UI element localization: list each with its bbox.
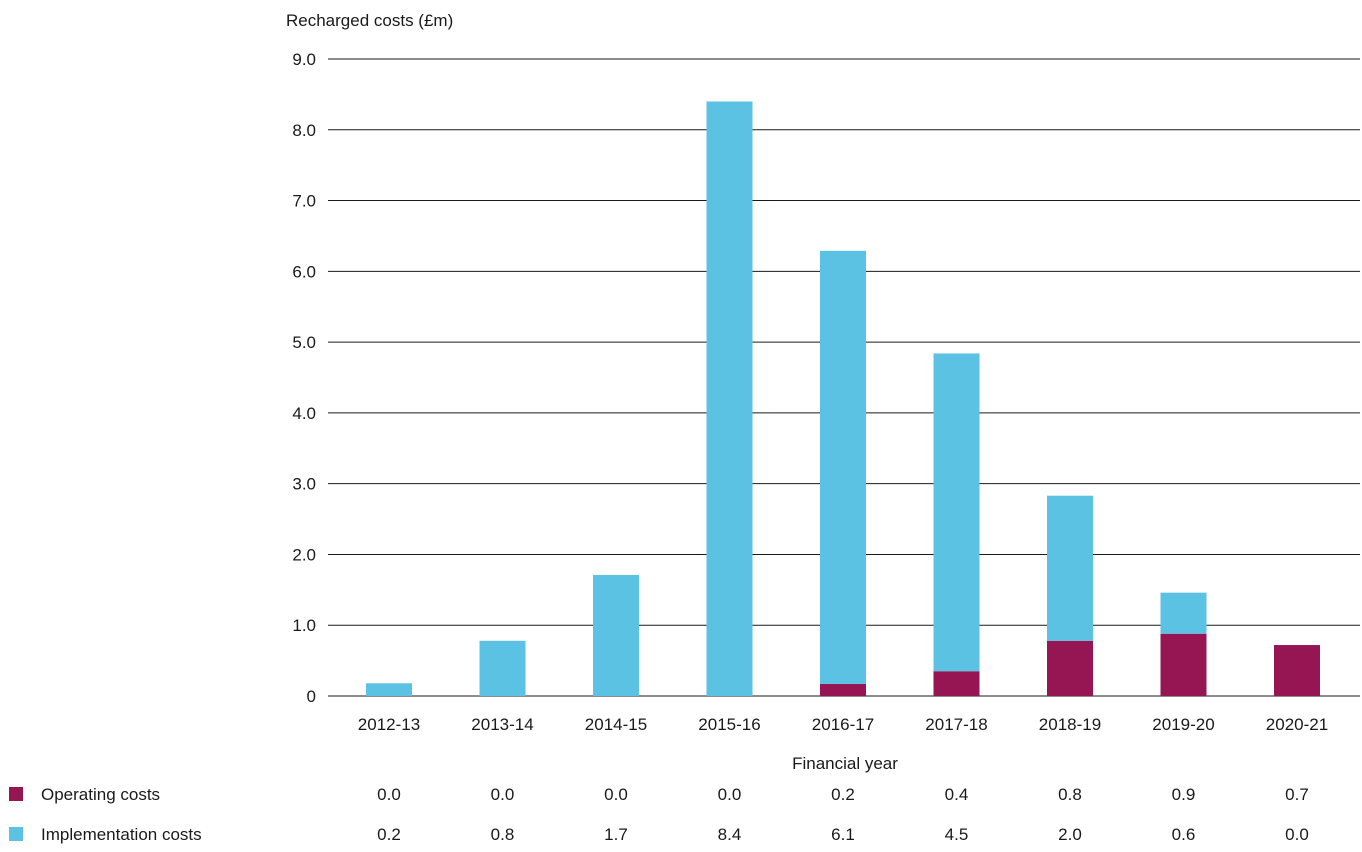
legend-swatch — [9, 787, 23, 801]
x-tick-label: 2018-19 — [1039, 715, 1101, 734]
y-tick-label: 2.0 — [292, 545, 316, 564]
bar-operating — [1274, 645, 1320, 696]
y-tick-label: 8.0 — [292, 121, 316, 140]
bars — [366, 101, 1320, 696]
y-tick-label: 5.0 — [292, 333, 316, 352]
bar-implementation — [1047, 495, 1093, 641]
table-value: 0.6 — [1172, 825, 1196, 844]
x-tick-label: 2015-16 — [698, 715, 760, 734]
bar-operating — [933, 671, 980, 696]
bar-implementation — [820, 250, 866, 684]
bar-implementation — [933, 353, 980, 672]
legend-swatch — [9, 827, 23, 841]
bar-operating — [1047, 640, 1093, 696]
bar-operating — [1160, 633, 1207, 696]
table-value: 0.8 — [1058, 785, 1082, 804]
table-value: 0.4 — [945, 785, 969, 804]
table-value: 2.0 — [1058, 825, 1082, 844]
table-value: 6.1 — [831, 825, 855, 844]
y-tick-label: 1.0 — [292, 616, 316, 635]
y-tick-label: 4.0 — [292, 404, 316, 423]
y-tick-label: 6.0 — [292, 262, 316, 281]
x-tick-label: 2017-18 — [925, 715, 987, 734]
table-value: 0.7 — [1285, 785, 1309, 804]
y-tick-label: 7.0 — [292, 192, 316, 211]
x-tick-label: 2013-14 — [471, 715, 533, 734]
table-value: 0.0 — [491, 785, 515, 804]
table-value: 4.5 — [945, 825, 969, 844]
bar-operating — [820, 683, 866, 696]
x-tick-label: 2014-15 — [585, 715, 647, 734]
table-value: 0.2 — [831, 785, 855, 804]
y-tick-label: 3.0 — [292, 475, 316, 494]
table-value: 0.0 — [604, 785, 628, 804]
bar-implementation — [479, 640, 526, 696]
y-axis-ticks: 0 1.0 2.0 3.0 4.0 5.0 6.0 7.0 8.0 9.0 — [292, 50, 316, 706]
table-value: 0.8 — [491, 825, 515, 844]
x-tick-label: 2012-13 — [358, 715, 420, 734]
table-value: 0.0 — [1285, 825, 1309, 844]
y-tick-label: 9.0 — [292, 50, 316, 69]
x-axis-ticks: 2012-13 2013-14 2014-15 2015-16 2016-17 2017-… — [358, 715, 1328, 734]
x-tick-label: 2016-17 — [812, 715, 874, 734]
bar-implementation — [706, 101, 753, 696]
bar-implementation — [366, 683, 412, 696]
bar-implementation — [593, 574, 639, 696]
legend-label: Implementation costs — [41, 825, 202, 844]
table-value: 0.0 — [718, 785, 742, 804]
table-value: 1.7 — [604, 825, 628, 844]
x-tick-label: 2020-21 — [1266, 715, 1328, 734]
x-axis-title: Financial year — [792, 754, 898, 773]
y-tick-label: 0 — [307, 687, 316, 706]
table-value: 0.0 — [377, 785, 401, 804]
x-tick-label: 2019-20 — [1152, 715, 1214, 734]
table-value: 8.4 — [718, 825, 742, 844]
data-table-legend: Operating costs 0.0 0.0 0.0 0.0 0.2 0.4 0.8 0.9 0… — [9, 785, 1309, 844]
table-value: 0.2 — [377, 825, 401, 844]
bar-implementation — [1160, 592, 1207, 634]
y-axis-title: Recharged costs (£m) — [286, 11, 453, 30]
table-value: 0.9 — [1172, 785, 1196, 804]
legend-label: Operating costs — [41, 785, 160, 804]
